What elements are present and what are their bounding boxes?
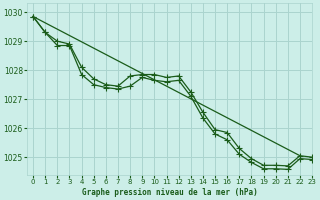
X-axis label: Graphe pression niveau de la mer (hPa): Graphe pression niveau de la mer (hPa)	[82, 188, 257, 197]
